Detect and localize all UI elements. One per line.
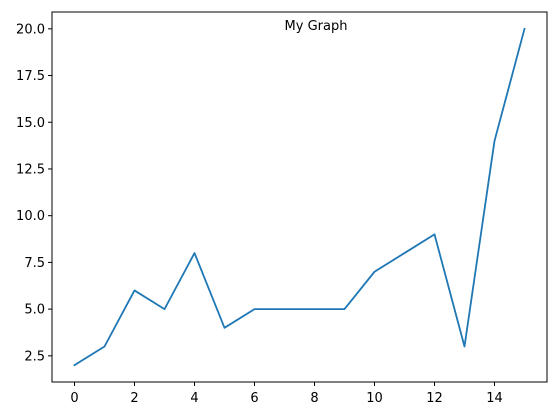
- series-layer: [73, 27, 526, 367]
- x-tick-label: 8: [310, 391, 318, 406]
- series-line: [73, 27, 526, 367]
- x-tick-label: 4: [190, 391, 198, 406]
- y-tick-label: 15.0: [16, 116, 45, 131]
- x-tick-label: 12: [426, 391, 443, 406]
- y-tick-label: 10.0: [16, 209, 45, 224]
- x-tick-label: 6: [250, 391, 258, 406]
- plot-area-background: [52, 12, 547, 382]
- x-tick-label: 10: [366, 391, 383, 406]
- x-axis: 0 2 4 6 8 10 12 14: [70, 382, 503, 406]
- chart-title: My Graph: [285, 19, 348, 34]
- plot-frame: [51, 11, 548, 383]
- x-tick-label: 2: [130, 391, 138, 406]
- y-tick-label: 17.5: [16, 69, 45, 84]
- y-tick-label: 7.5: [24, 256, 45, 271]
- x-tick-label: 0: [70, 391, 78, 406]
- x-tick-label: 14: [486, 391, 503, 406]
- y-tick-label: 5.0: [24, 303, 45, 318]
- y-tick-label: 2.5: [24, 349, 45, 364]
- y-tick-label: 12.5: [16, 162, 45, 177]
- y-tick-label: 20.0: [16, 22, 45, 37]
- y-axis: 2.5 5.0 7.5 10.0 12.5 15.0 17.5 20.0: [16, 22, 52, 364]
